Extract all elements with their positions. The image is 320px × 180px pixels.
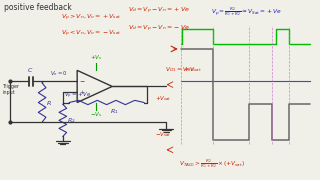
Text: $-V_s$: $-V_s$ <box>90 111 102 120</box>
Text: $V_{TRG}$: $V_{TRG}$ <box>182 65 196 74</box>
Text: $-V_{sat}$: $-V_{sat}$ <box>155 130 171 139</box>
Text: $V_n=0$: $V_n=0$ <box>50 69 68 78</box>
Text: $R_1$: $R_1$ <box>110 107 119 116</box>
Text: $V_{TAG_1} > \frac{R_2}{R_1+R_2} \times (+V_{sat})$: $V_{TAG_1} > \frac{R_2}{R_1+R_2} \times … <box>179 158 245 171</box>
Text: Trigger
input: Trigger input <box>2 84 20 94</box>
Text: positive feedback: positive feedback <box>4 3 72 12</box>
Text: $C$: $C$ <box>27 66 33 74</box>
Text: $R$: $R$ <box>46 98 52 107</box>
Text: $V_d = V_p - V_n = +Ve$: $V_d = V_p - V_n = +Ve$ <box>128 6 190 16</box>
Text: $+$: $+$ <box>79 88 85 96</box>
Text: $V_p=+Ve$: $V_p=+Ve$ <box>64 91 92 101</box>
Text: $-$: $-$ <box>79 78 85 84</box>
Text: $V_d = V_p - V_n = -Ve$: $V_d = V_p - V_n = -Ve$ <box>128 24 190 34</box>
Text: $+V_s$: $+V_s$ <box>90 53 102 62</box>
Text: $+V_{sat}$: $+V_{sat}$ <box>155 94 171 102</box>
Text: $V_p > V_n, V_o = +V_{sat}$: $V_p > V_n, V_o = +V_{sat}$ <box>61 13 122 23</box>
Text: $V_p < V_n, V_o = -V_{sat}$: $V_p < V_n, V_o = -V_{sat}$ <box>61 29 122 39</box>
Text: $V_p = \frac{R_2}{R_1+R_2} \approx V_{Sat} = +Ve$: $V_p = \frac{R_2}{R_1+R_2} \approx V_{Sa… <box>211 6 282 19</box>
Text: $R_2$: $R_2$ <box>67 116 75 125</box>
Text: $V_{O1} = +V_{sat}$: $V_{O1} = +V_{sat}$ <box>165 65 202 74</box>
